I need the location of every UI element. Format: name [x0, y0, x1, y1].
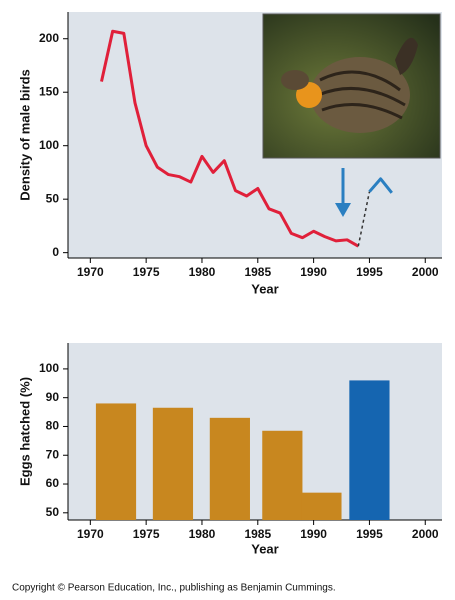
x-tick-label: 1995: [356, 527, 383, 541]
y-tick-label: 70: [46, 447, 60, 461]
x-tick-label: 1985: [244, 527, 271, 541]
y-tick-label: 100: [39, 361, 59, 375]
y-tick-label: 60: [46, 476, 60, 490]
x-tick-label: 2000: [412, 527, 439, 541]
x-axis-label: Year: [251, 281, 278, 296]
x-tick-label: 1980: [189, 527, 216, 541]
x-tick-label: 1975: [133, 527, 160, 541]
line: [100, 29, 360, 248]
x-tick-label: 1985: [244, 265, 271, 279]
y-tick-label: 80: [46, 419, 60, 433]
y-tick-label: 100: [39, 138, 59, 152]
line: [368, 177, 393, 194]
x-tick-label: 2000: [412, 265, 439, 279]
bar: [301, 492, 342, 520]
y-axis-label: Density of male birds: [17, 69, 32, 200]
bar: [262, 430, 303, 520]
x-tick-label: 1970: [77, 265, 104, 279]
x-tick-label: 1975: [133, 265, 160, 279]
x-axis-label: Year: [251, 541, 278, 556]
y-tick-label: 200: [39, 31, 59, 45]
bar: [209, 417, 250, 520]
y-tick-label: 0: [52, 245, 59, 259]
y-tick-label: 90: [46, 390, 60, 404]
footer: Copyright © Pearson Education, Inc., pub…: [12, 583, 336, 594]
bar: [152, 407, 194, 520]
x-tick-label: 1990: [300, 527, 327, 541]
x-tick-label: 1980: [189, 265, 216, 279]
bar: [349, 380, 390, 520]
x-tick-label: 1990: [300, 265, 327, 279]
y-axis-label: Eggs hatched (%): [17, 377, 32, 486]
x-tick-label: 1970: [77, 527, 104, 541]
y-tick-label: 150: [39, 84, 59, 98]
y-tick-label: 50: [46, 191, 60, 205]
photo: [262, 13, 441, 159]
bar: [95, 403, 137, 520]
arrow: [335, 168, 351, 217]
x-tick-label: 1995: [356, 265, 383, 279]
y-tick-label: 50: [46, 505, 60, 519]
